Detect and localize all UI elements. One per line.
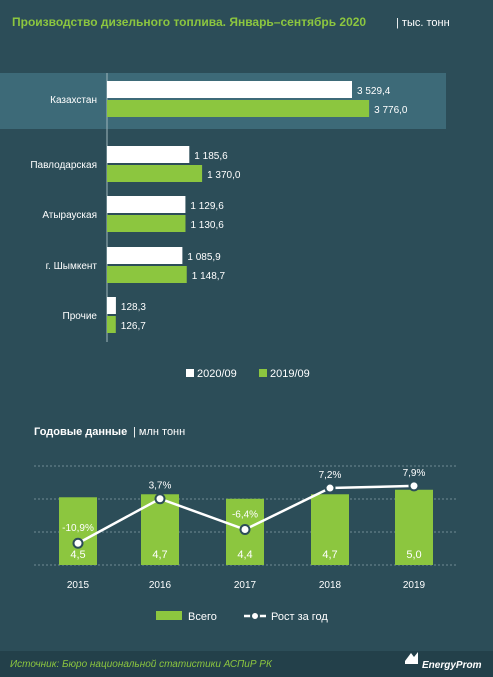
bar-value-label: 1 085,9 (187, 252, 221, 263)
brand-name: EnergyProm (422, 660, 482, 671)
growth-point (154, 493, 166, 505)
growth-value-label: 7,2% (319, 470, 342, 481)
annual-bar (59, 497, 97, 565)
bar-value-label: 128,3 (121, 302, 146, 313)
category-label: Прочие (63, 311, 98, 322)
bar-2020-09 (107, 196, 186, 213)
bar-2019-09 (107, 165, 203, 182)
category-label: Атырауская (42, 210, 97, 221)
bar-value-label: 126,7 (121, 321, 146, 332)
legend-swatch-total (156, 611, 182, 620)
annual-title: Годовые данные (34, 426, 127, 438)
unit-label: | тыс. тонн (396, 17, 450, 29)
x-tick-label: 2016 (149, 580, 172, 591)
legend-label-growth: Рост за год (271, 611, 328, 623)
annual-combo-chart: 4,5 2015 4,7 2016 4,4 2017 4,7 2018 5,0 2019 -10,9… (34, 465, 456, 591)
bottom-legend: Всего Рост за год (156, 611, 328, 623)
bar-value-label: 1 185,6 (194, 151, 228, 162)
category-label: Павлодарская (30, 160, 97, 171)
x-tick-label: 2015 (67, 580, 90, 591)
bar-2020-09 (107, 81, 352, 98)
bar-value-label: 1 148,7 (192, 271, 226, 282)
x-tick-label: 2019 (403, 580, 426, 591)
growth-value-label: -6,4% (232, 510, 258, 521)
chart-title: Производство дизельного топлива. Январь–… (12, 15, 366, 29)
bar-2020-09 (107, 146, 190, 163)
bar-value-label: 1 129,6 (190, 201, 224, 212)
legend-marker-growth (250, 611, 260, 621)
legend-swatch-2020 (186, 369, 194, 377)
bar-value-label: 3 776,0 (374, 105, 408, 116)
growth-point (239, 524, 251, 536)
x-tick-label: 2018 (319, 580, 342, 591)
growth-value-label: 3,7% (149, 481, 172, 492)
source-note: Источник: Бюро национальной статистики А… (10, 659, 273, 670)
legend-swatch-2019 (259, 369, 267, 377)
bar-value-label: 1 130,6 (190, 220, 224, 231)
annual-bar (395, 489, 433, 565)
legend-label-total: Всего (188, 611, 217, 623)
regional-bar-chart: Казахстан 3 529,4 3 776,0 Павлодарская 1 185… (0, 73, 446, 342)
growth-value-label: 7,9% (403, 468, 426, 479)
annual-bar-value: 4,5 (70, 549, 85, 561)
logo-mark-icon (405, 652, 418, 664)
top-legend: 2020/09 2019/09 (186, 368, 310, 380)
growth-point (324, 482, 336, 494)
bar-2019-09 (107, 215, 186, 232)
category-label: г. Шымкент (46, 261, 98, 272)
bar-2020-09 (107, 247, 183, 264)
bar-2019-09 (107, 100, 370, 117)
category-label: Казахстан (50, 95, 97, 106)
annual-bar (311, 494, 349, 565)
bar-2019-09 (107, 266, 187, 283)
bar-2019-09 (107, 316, 116, 333)
bar-value-label: 3 529,4 (357, 86, 391, 97)
annual-unit: | млн тонн (133, 426, 185, 438)
annual-bar-value: 5,0 (406, 549, 421, 561)
bar-value-label: 1 370,0 (207, 170, 241, 181)
energyprom-logo: EnergyProm (405, 652, 482, 671)
growth-point (72, 537, 84, 549)
growth-point (408, 480, 420, 492)
annual-bar-value: 4,4 (237, 549, 252, 561)
x-tick-label: 2017 (234, 580, 257, 591)
growth-value-label: -10,9% (62, 523, 94, 534)
bar-2020-09 (107, 297, 116, 314)
annual-bar-value: 4,7 (152, 549, 167, 561)
annual-bar-value: 4,7 (322, 549, 337, 561)
legend-label-2020: 2020/09 (197, 368, 237, 380)
legend-label-2019: 2019/09 (270, 368, 310, 380)
